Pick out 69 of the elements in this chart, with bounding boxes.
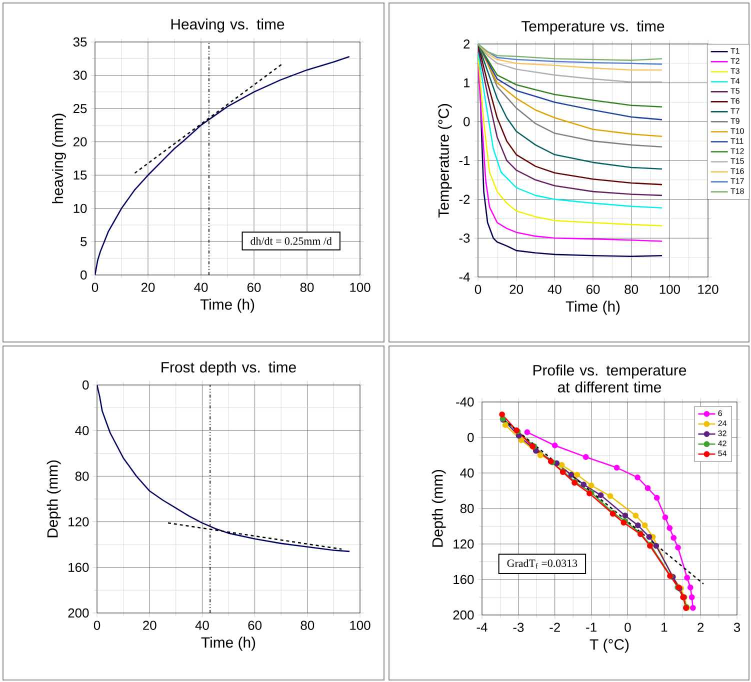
x-tick-label: -3 [513,622,524,632]
x-tick-label: 3 [734,622,740,632]
annotation: GradT$_{f}$ =0.0313 [507,559,578,568]
x-tick-label: 80 [300,620,314,630]
y-tick-label: -40 [456,397,474,407]
x-tick-label: 80 [300,282,314,292]
x-tick-label: 20 [510,284,524,294]
y-axis-title: heaving (mm) [52,114,66,204]
y-tick-label: 80 [460,504,474,514]
chart-title: Profile vs. temperature at different time [533,364,686,392]
y-tick-label: 160 [454,574,474,584]
y-tick-label: 40 [460,468,474,478]
x-tick-label: 100 [350,620,370,630]
y-tick-label: 80 [75,472,89,481]
y-tick-label: -3 [459,234,470,243]
x-tick-label: 20 [143,620,156,630]
chart-title: Temperature vs. time [522,20,664,34]
y-tick-label: 20 [73,137,87,146]
y-tick-label: 0 [80,270,87,280]
x-tick-label: 100 [660,284,680,294]
x-tick-label: 0 [624,622,631,632]
annotation: dh/dt = 0.25mm /d [250,237,332,245]
y-tick-label: 160 [68,562,89,572]
x-tick-label: 0 [94,620,100,630]
y-tick-label: 0 [82,380,89,390]
y-tick-label: 35 [73,37,87,47]
y-tick-label: -4 [459,272,470,282]
x-tick-label: -4 [476,622,488,632]
x-tick-label: 60 [247,282,261,292]
y-tick-label: 30 [73,70,87,80]
y-tick-label: -2 [459,194,470,204]
x-tick-label: -1 [586,622,596,632]
x-tick-label: 20 [141,282,155,292]
y-tick-label: 5 [80,237,87,246]
y-tick-label: 15 [74,170,87,180]
y-tick-label: 120 [68,517,89,526]
y-tick-label: 0 [464,117,470,126]
x-tick-label: 60 [248,620,262,630]
y-tick-label: 25 [73,104,87,114]
x-axis-title: Time (h) [566,300,620,315]
y-tick-label: 1 [464,78,470,88]
x-tick-label: 2 [698,622,704,632]
x-tick-label: 40 [194,282,208,292]
x-tick-label: -2 [550,622,560,632]
x-axis-title: T (°C) [590,638,629,653]
y-tick-label: 200 [453,610,474,620]
y-tick-label: -1 [459,156,470,165]
x-tick-label: 80 [624,284,638,294]
y-axis-title: Depth (mm) [46,460,61,538]
x-tick-label: 40 [195,620,209,630]
y-tick-label: 200 [68,608,89,618]
x-tick-label: 0 [92,282,98,292]
y-tick-label: 10 [74,204,87,213]
x-tick-label: 1 [662,622,668,632]
x-tick-label: 40 [548,284,562,294]
x-tick-label: 120 [698,284,718,294]
chart-title: Heaving vs. time [171,18,284,32]
x-tick-label: 100 [350,282,370,292]
y-tick-label: 2 [464,39,470,49]
x-axis-title: Time (h) [201,636,256,651]
x-tick-label: 60 [586,284,600,294]
y-tick-label: 120 [454,539,474,549]
y-axis-title: Depth (mm) [432,470,446,547]
y-tick-label: 0 [468,432,474,442]
x-tick-label: 0 [474,284,482,294]
chart-title: Frost depth vs. time [162,362,296,376]
y-tick-label: 40 [75,426,89,436]
x-axis-title: Time (h) [200,298,254,313]
y-axis-title: Temperature (°C) [438,104,452,218]
